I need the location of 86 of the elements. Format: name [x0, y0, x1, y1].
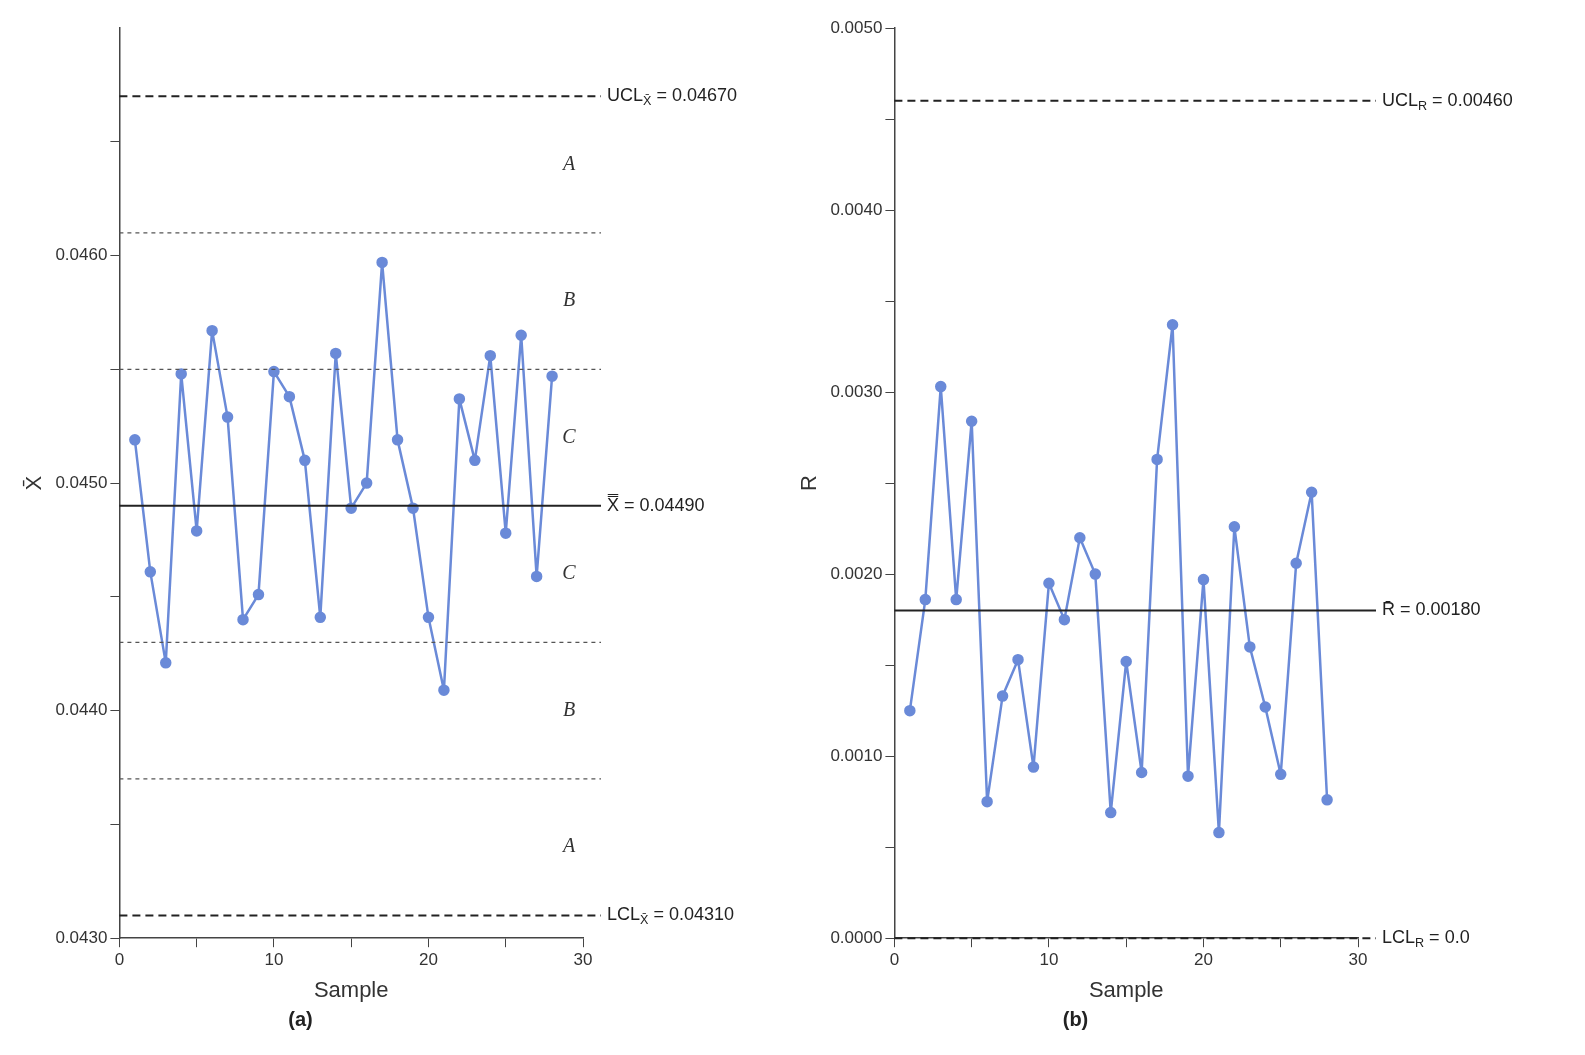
point	[484, 349, 497, 362]
point	[919, 593, 932, 606]
point	[1290, 557, 1302, 569]
point	[360, 477, 373, 489]
y-tick-label: 0.0460	[55, 245, 108, 265]
text: (b)	[1062, 1007, 1089, 1030]
point	[499, 527, 512, 539]
annotation: B	[562, 288, 576, 311]
ref-line-label: X̿ = 0.04490	[606, 493, 705, 515]
point	[314, 611, 327, 624]
point	[268, 365, 280, 378]
point	[438, 684, 450, 696]
y-tick-label: 0.0440	[55, 700, 108, 720]
y-tick-label: 0.0040	[830, 199, 883, 219]
point	[1213, 826, 1225, 839]
x-tick-label: 20	[1194, 950, 1213, 970]
point	[1058, 613, 1071, 626]
point	[283, 390, 296, 403]
point	[376, 256, 388, 269]
point	[299, 454, 311, 467]
point	[546, 370, 558, 382]
point	[1120, 655, 1132, 668]
point	[175, 368, 187, 380]
point	[1228, 521, 1241, 533]
point	[935, 380, 947, 393]
x-tick-label: 10	[1039, 950, 1059, 970]
point	[530, 570, 543, 583]
point	[1104, 806, 1117, 819]
annotation: B	[562, 697, 576, 720]
point	[904, 704, 916, 717]
x-tick-label: 20	[419, 950, 438, 970]
point	[160, 657, 172, 669]
x-axis-title: Sample	[313, 976, 389, 1002]
point	[237, 613, 249, 626]
point	[252, 588, 265, 601]
point	[144, 566, 157, 578]
point	[453, 393, 466, 405]
point	[981, 795, 993, 808]
point	[1166, 318, 1179, 331]
x-tick-label: 0	[114, 950, 125, 970]
point	[965, 415, 978, 427]
point	[1135, 766, 1148, 779]
annotation: A	[560, 151, 576, 174]
point	[129, 434, 141, 446]
point	[1259, 701, 1272, 713]
point	[1012, 653, 1024, 666]
y-tick-label: 0.0450	[55, 472, 108, 492]
y-tick-label: 0.0050	[830, 17, 883, 37]
point	[469, 454, 481, 467]
point	[1074, 531, 1086, 544]
text: (a)	[288, 1007, 313, 1030]
point	[1305, 486, 1318, 498]
ref-line-label: R̄ = 0.00180	[1382, 599, 1481, 620]
x-tick-label: 0	[889, 950, 900, 970]
point	[391, 434, 404, 446]
point	[422, 611, 435, 624]
point	[1027, 761, 1040, 773]
point	[950, 593, 962, 606]
point	[206, 324, 218, 337]
point	[221, 411, 234, 423]
y-tick-label: 0.0020	[830, 563, 883, 583]
annotation: C	[562, 424, 577, 447]
y-axis-title: R	[796, 475, 822, 492]
point	[190, 525, 203, 537]
y-tick-label: 0.0000	[830, 927, 883, 947]
x-tick-label: 10	[264, 950, 284, 970]
point	[330, 347, 342, 360]
point	[1043, 577, 1055, 589]
x-tick-label: 30	[573, 950, 593, 970]
point	[1321, 794, 1333, 806]
x-tick-label: 30	[1348, 950, 1368, 970]
y-tick-label: 0.0430	[55, 927, 108, 947]
y-tick-label: 0.0010	[830, 745, 883, 765]
point	[1244, 641, 1256, 653]
x-axis-title: Sample	[1088, 976, 1164, 1002]
point	[1274, 768, 1287, 781]
y-axis-title: X̄	[21, 475, 47, 491]
annotation: C	[562, 561, 577, 584]
point	[1197, 573, 1210, 586]
point	[1089, 568, 1102, 580]
point	[996, 690, 1009, 702]
point	[515, 329, 527, 341]
y-tick-label: 0.0030	[830, 381, 883, 401]
annotation: A	[560, 834, 576, 857]
point	[1182, 770, 1194, 782]
point	[1151, 453, 1163, 466]
